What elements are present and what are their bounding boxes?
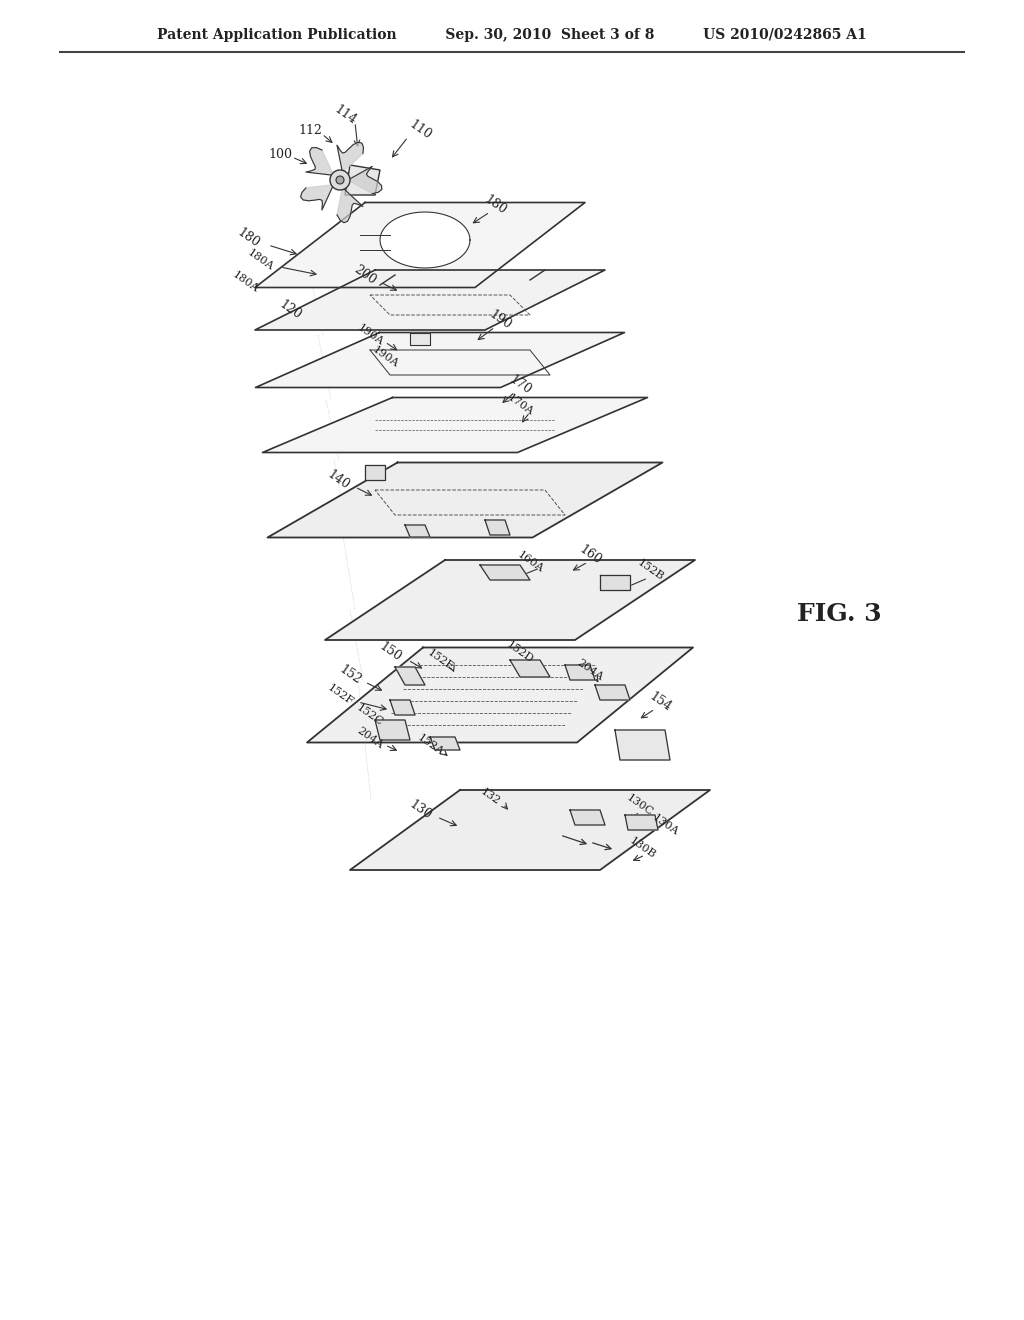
Text: 180A: 180A <box>230 269 260 294</box>
Text: 100: 100 <box>268 149 292 161</box>
Text: 190A: 190A <box>370 345 400 370</box>
Polygon shape <box>510 660 550 677</box>
Polygon shape <box>307 648 693 742</box>
Text: Patent Application Publication          Sep. 30, 2010  Sheet 3 of 8          US : Patent Application Publication Sep. 30, … <box>157 28 867 42</box>
Text: 204A: 204A <box>355 726 385 751</box>
Polygon shape <box>350 789 710 870</box>
Text: 190A: 190A <box>355 322 385 347</box>
Polygon shape <box>337 143 364 173</box>
Text: 130A: 130A <box>650 813 680 837</box>
Polygon shape <box>375 719 410 741</box>
Text: 152A: 152A <box>415 733 444 758</box>
Polygon shape <box>565 665 595 680</box>
Text: 152D: 152D <box>505 639 536 665</box>
Text: 160: 160 <box>577 543 603 568</box>
Text: 180: 180 <box>481 193 509 218</box>
Text: FIG. 3: FIG. 3 <box>798 602 882 626</box>
Text: 152: 152 <box>337 663 364 688</box>
Text: 180: 180 <box>234 226 261 251</box>
Polygon shape <box>390 700 415 715</box>
Text: 140: 140 <box>325 467 351 492</box>
Polygon shape <box>595 685 630 700</box>
Text: 110: 110 <box>407 117 433 143</box>
Polygon shape <box>325 560 695 640</box>
Polygon shape <box>570 810 605 825</box>
Polygon shape <box>301 185 334 210</box>
Polygon shape <box>406 525 430 537</box>
Text: 180A: 180A <box>245 247 274 272</box>
Circle shape <box>336 176 344 183</box>
Text: 160A: 160A <box>515 549 545 574</box>
Polygon shape <box>380 213 470 268</box>
Text: 112: 112 <box>298 124 322 136</box>
Text: 170: 170 <box>507 372 534 397</box>
Polygon shape <box>615 730 670 760</box>
Polygon shape <box>255 271 605 330</box>
Polygon shape <box>395 667 425 685</box>
Polygon shape <box>365 465 385 480</box>
Polygon shape <box>348 166 382 194</box>
Text: 190: 190 <box>486 308 513 333</box>
Polygon shape <box>337 187 362 223</box>
Text: 152B: 152B <box>635 557 665 582</box>
Text: 170A: 170A <box>505 392 535 417</box>
Polygon shape <box>267 462 663 537</box>
Circle shape <box>330 170 350 190</box>
Text: 150: 150 <box>377 640 403 664</box>
Polygon shape <box>430 737 460 750</box>
Polygon shape <box>600 576 630 590</box>
Polygon shape <box>625 814 658 830</box>
Polygon shape <box>345 165 380 195</box>
Polygon shape <box>262 397 647 453</box>
Polygon shape <box>410 333 430 345</box>
Text: 200: 200 <box>351 263 379 288</box>
Polygon shape <box>480 565 530 579</box>
Polygon shape <box>255 202 585 288</box>
Text: 114: 114 <box>332 103 358 127</box>
Text: 120: 120 <box>276 298 303 322</box>
Text: 152C: 152C <box>355 702 385 727</box>
Text: 130B: 130B <box>627 836 657 861</box>
Text: 154: 154 <box>646 690 674 714</box>
Text: 130C: 130C <box>625 792 655 817</box>
Polygon shape <box>256 333 625 388</box>
Text: 152F: 152F <box>326 682 354 708</box>
Text: 204A: 204A <box>575 657 605 682</box>
Text: 130: 130 <box>407 797 433 822</box>
Text: 132: 132 <box>478 787 502 808</box>
Polygon shape <box>485 520 510 535</box>
Text: 152E: 152E <box>425 647 455 673</box>
Polygon shape <box>306 148 334 176</box>
